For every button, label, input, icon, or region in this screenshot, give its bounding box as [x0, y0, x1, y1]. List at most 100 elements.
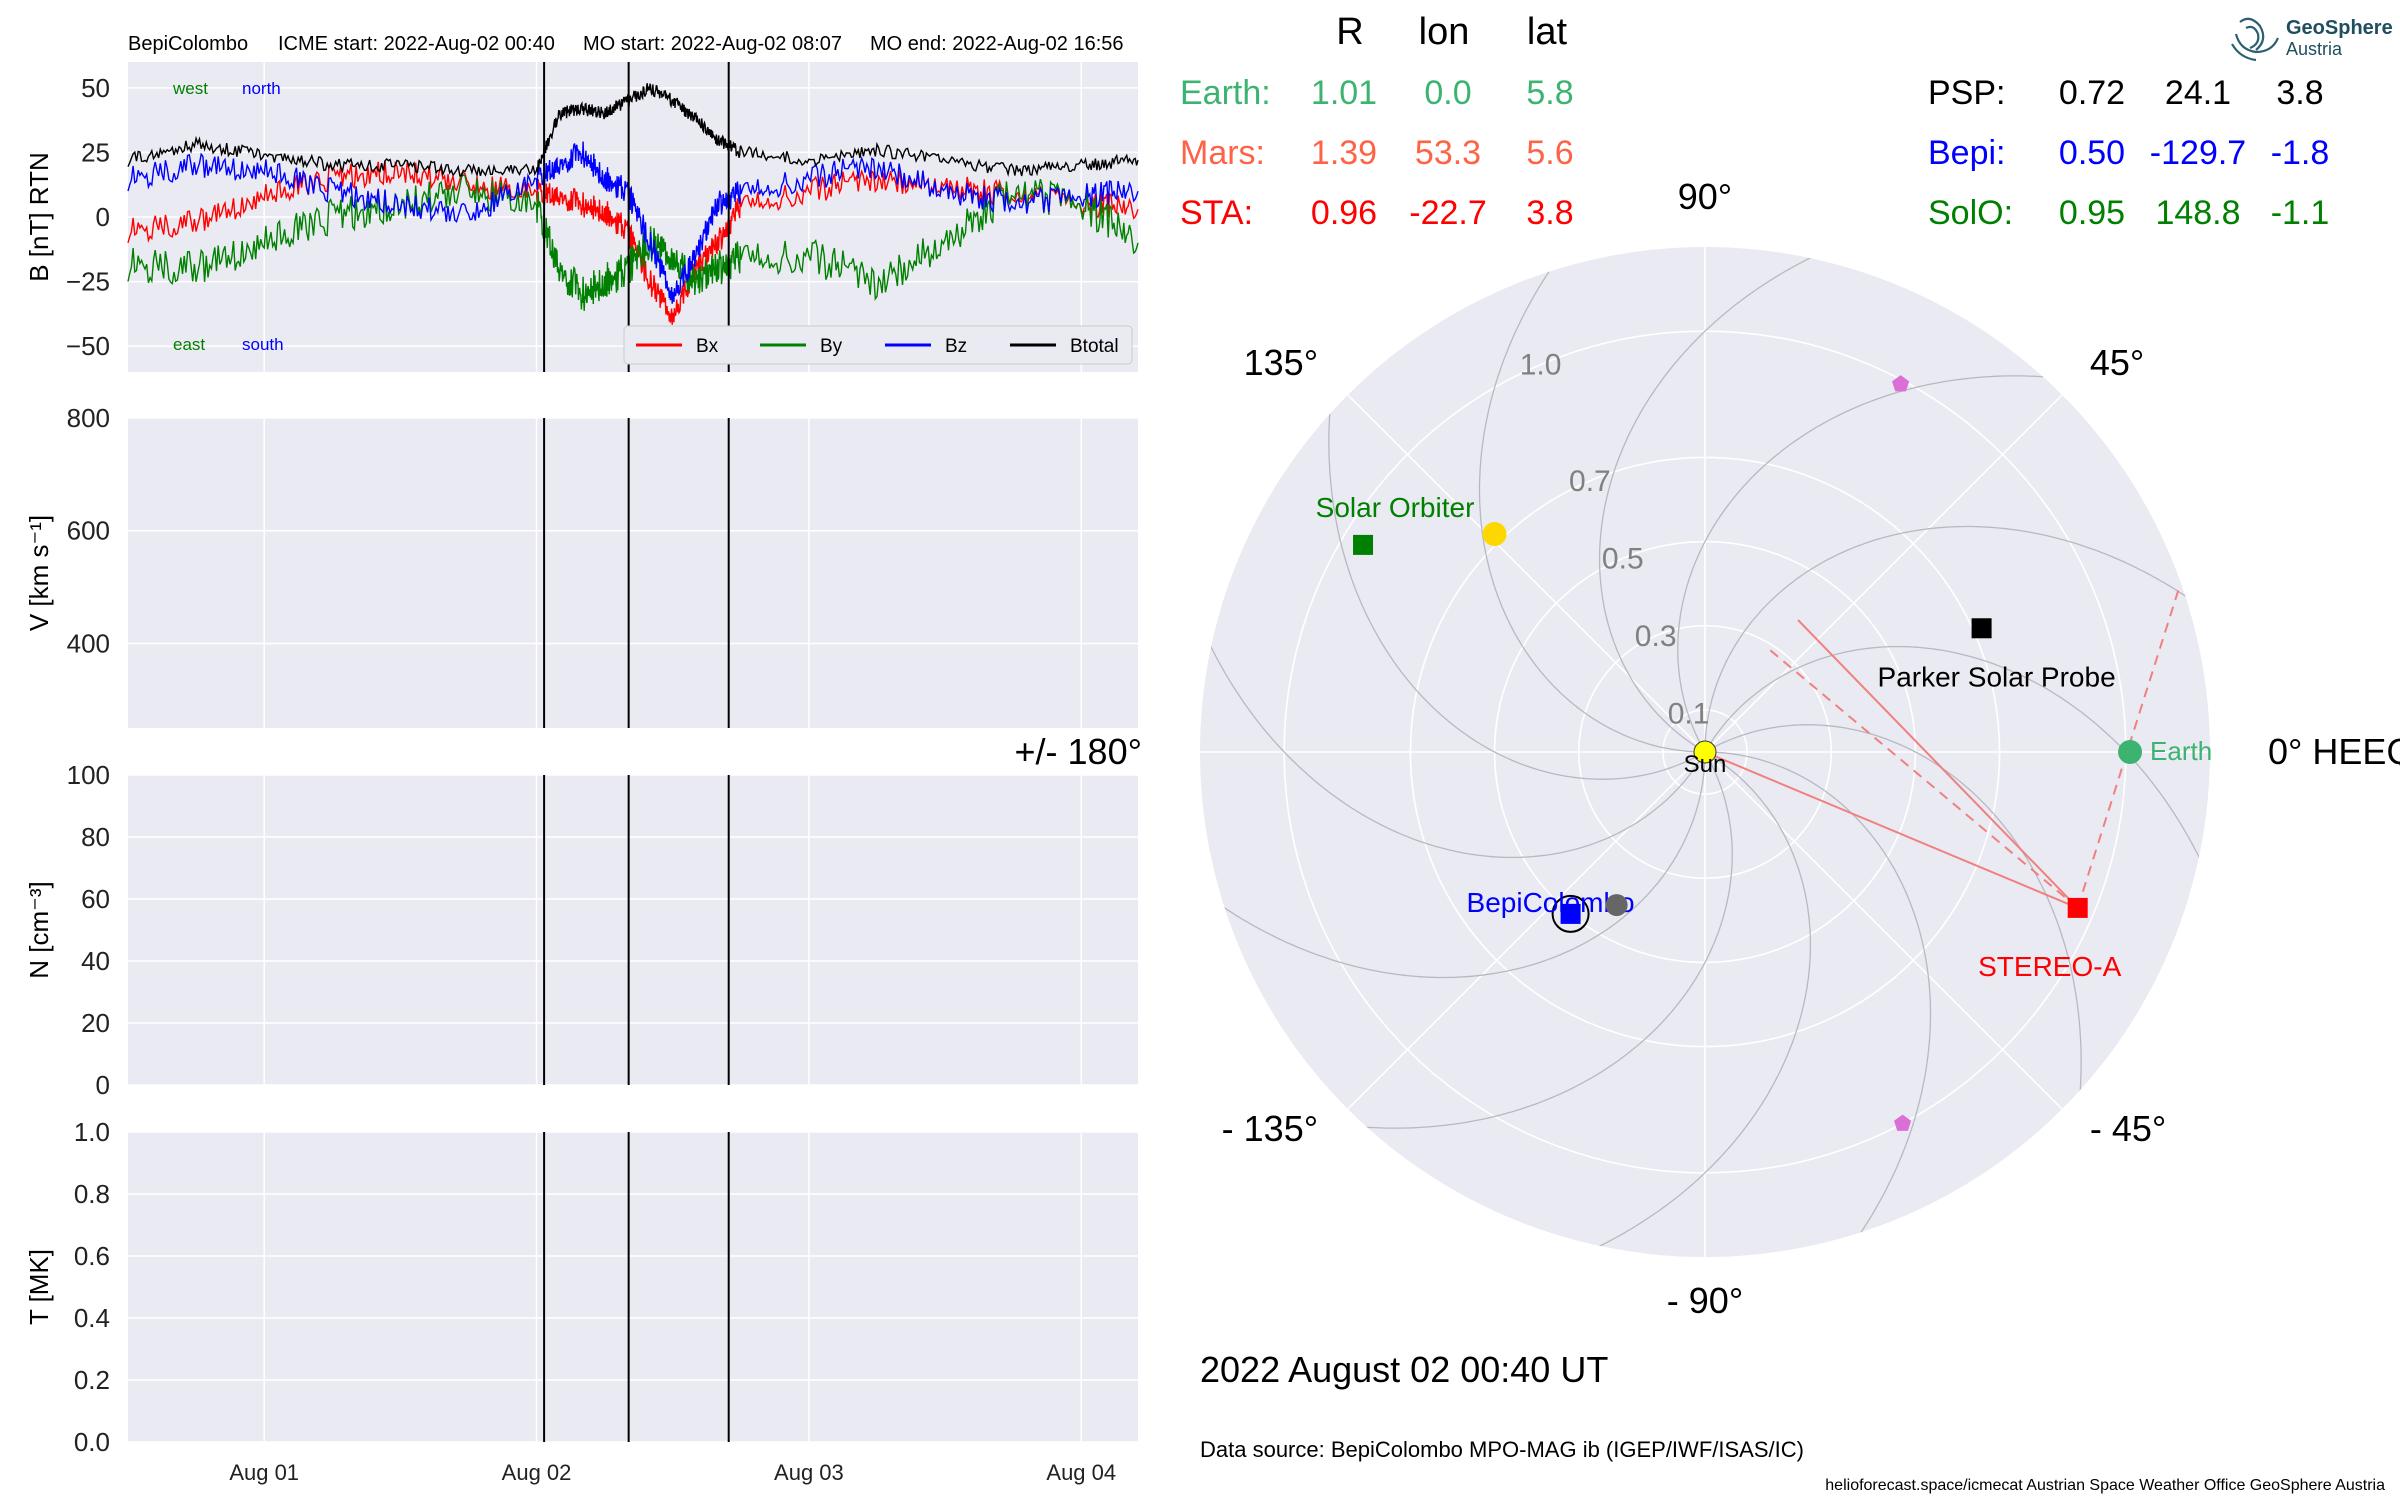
polar-position-plot: 0.1 0.3 0.5 0.7 1.0 90° 45° 0° HEEQ - 45° - 90° - … [1015, 176, 2400, 1321]
table-lon-value: -129.7 [2150, 134, 2246, 172]
table-lon-value: -22.7 [1409, 194, 1487, 232]
spiral-line [1712, 724, 2082, 1152]
plot-area [128, 1132, 1138, 1442]
bepicolombo-marker [1560, 903, 1581, 924]
radial-tick-label: 0.1 [1668, 697, 1710, 730]
table-r-value: 0.50 [2059, 134, 2125, 172]
magnetic-field-panel: 50 25 0 −25 −50 B [nT] RTN [24, 62, 1139, 372]
solar-orbiter-marker [1353, 534, 1374, 555]
table-header-r: R [1336, 11, 1363, 53]
venus-marker [1482, 522, 1507, 547]
table-lat-value: 3.8 [1526, 194, 1573, 232]
spiral-line [1200, 760, 1706, 979]
spiral-line [1598, 247, 1868, 749]
geosphere-logo: GeoSphere Austria [2231, 17, 2393, 62]
table-r-value: 0.72 [2059, 74, 2125, 112]
y-tick-label: 0 [96, 1070, 110, 1100]
table-r-value: 1.01 [1311, 74, 1377, 112]
radial-tick-label: 1.0 [1520, 349, 1562, 382]
east-annotation: east [173, 335, 205, 354]
spacecraft-name: BepiColombo [128, 33, 248, 55]
table-header-lon: lon [1419, 11, 1470, 53]
earth-marker [2118, 740, 2143, 764]
y-tick-label: −25 [66, 267, 110, 297]
stereo-a-label: STEREO-A [1978, 951, 2121, 982]
angular-gridline [1347, 394, 1706, 753]
y-tick-label: 80 [81, 822, 110, 852]
table-lon-value: 148.8 [2155, 194, 2240, 232]
y-tick-label: 400 [67, 628, 110, 658]
mo-end-label: MO end: 2022-Aug-02 16:56 [870, 33, 1124, 55]
table-lat-value: -1.1 [2271, 194, 2330, 232]
series-line-by [127, 174, 1139, 311]
angle-label: - 135° [1222, 1108, 1318, 1149]
south-annotation: south [242, 335, 284, 354]
table-lat-value: 5.6 [1526, 134, 1573, 172]
legend-label-bx: Bx [696, 336, 719, 357]
radial-tick-label: 0.3 [1635, 620, 1677, 653]
stereo-a-marker [2067, 897, 2088, 918]
parker-spirals [1200, 247, 2210, 1257]
angle-label: 0° HEEQ [2268, 731, 2400, 772]
data-source: Data source: BepiColombo MPO-MAG ib (IGE… [1200, 1437, 1804, 1462]
spiral-line [1200, 589, 1702, 859]
comet-1-marker [1892, 375, 1910, 392]
y-axis-label: B [nT] RTN [24, 152, 54, 282]
icme-start-label: ICME start: 2022-Aug-02 00:40 [278, 33, 555, 55]
y-tick-label: 25 [81, 137, 110, 167]
solar-orbiter-label: Solar Orbiter [1316, 492, 1475, 523]
spiral-line [1478, 247, 1697, 753]
spiral-line [1713, 751, 1932, 1257]
spiral-line [1305, 759, 1733, 1129]
velocity-panel: 800 600 400 V [km s⁻¹] [24, 403, 1138, 728]
spiral-line [1542, 755, 1812, 1257]
angular-gridline [1704, 394, 2063, 753]
table-lat-value: -1.8 [2271, 134, 2330, 172]
plot-area [128, 418, 1138, 728]
angle-label: - 45° [2090, 1108, 2166, 1149]
b-legend: Bx By Bz Btotal [623, 325, 1133, 365]
table-lat-value: 5.8 [1526, 74, 1573, 112]
credits: helioforecast.space/icmecat Austrian Spa… [1825, 1477, 2385, 1494]
y-tick-label: 0 [96, 202, 110, 232]
bepicolombo-target-ring [1551, 894, 1590, 933]
y-tick-label: 1.0 [74, 1117, 110, 1147]
position-table: R lon lat Earth: 1.01 0.0 5.8 Mars: 1.39 53.3 5… [1180, 11, 2329, 232]
parker-solar-probe-marker [1971, 618, 1992, 639]
radial-tick-label: 0.5 [1602, 542, 1644, 575]
y-tick-label: 100 [67, 760, 110, 790]
x-tick-label: Aug 01 [229, 1460, 299, 1485]
legend-box [623, 325, 1133, 365]
y-tick-label: 0.0 [74, 1427, 110, 1457]
west-annotation: west [172, 79, 208, 98]
y-tick-label: 0.2 [74, 1365, 110, 1395]
parker-solar-probe-label: Parker Solar Probe [1878, 661, 2116, 692]
plot-area [128, 775, 1138, 1085]
series-line-btotal [127, 83, 1139, 178]
y-tick-label: 60 [81, 884, 110, 914]
angular-gridline [1704, 751, 2063, 1110]
sun-label: Sun [1684, 751, 1727, 778]
north-annotation: north [242, 79, 281, 98]
table-label: Bepi: [1928, 134, 2006, 172]
y-tick-label: 0.8 [74, 1179, 110, 1209]
table-lon-value: 24.1 [2165, 74, 2231, 112]
table-lon-value: 0.0 [1424, 74, 1471, 112]
spiral-line [1704, 525, 2210, 744]
x-tick-label: Aug 02 [502, 1460, 572, 1485]
legend-label-by: By [820, 336, 843, 357]
fov-line [1704, 751, 2079, 909]
y-tick-label: 0.4 [74, 1303, 110, 1333]
spiral-line [1708, 645, 2210, 915]
logo-line1: GeoSphere [2286, 17, 2393, 39]
sun-marker [1693, 740, 1717, 764]
mo-start-label: MO start: 2022-Aug-02 08:07 [583, 33, 842, 55]
y-tick-label: 20 [81, 1008, 110, 1038]
y-axis-label: T [MK] [24, 1249, 54, 1325]
table-label: Mars: [1180, 134, 1265, 172]
table-label: SolO: [1928, 194, 2013, 232]
timeseries-header: BepiColombo ICME start: 2022-Aug-02 00:4… [128, 33, 1124, 55]
logo-line2: Austria [2286, 39, 2343, 59]
table-label: STA: [1180, 194, 1253, 232]
y-axis-label: N [cm⁻³] [24, 881, 54, 979]
